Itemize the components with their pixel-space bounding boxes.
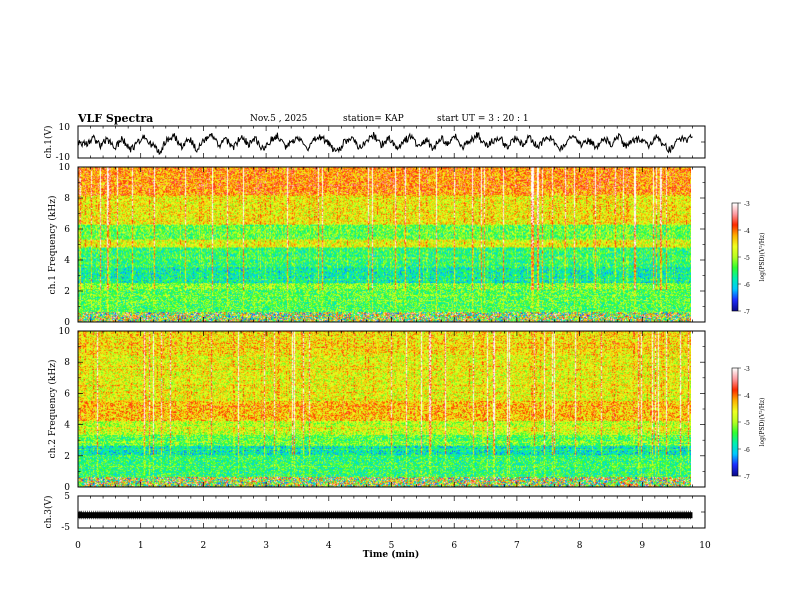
colorbar-tick-label: -7 <box>744 309 750 316</box>
colorbar-tick-label: -3 <box>744 366 750 373</box>
x-tick-label: 10 <box>699 541 711 551</box>
freq-tick-label: 2 <box>64 452 70 462</box>
ch3-waveform-ylabel: ch.3(V) <box>43 496 54 529</box>
x-tick-label: 4 <box>326 541 332 551</box>
figure-title: VLF Spectra <box>78 112 154 125</box>
ch1-spectrogram-panel <box>78 167 691 322</box>
freq-tick-label: 8 <box>64 358 70 368</box>
ch1-waveform-line <box>77 131 693 155</box>
ch2-spectrogram-ylabel: ch.2 Frequency (kHz) <box>47 360 58 459</box>
colorbar-tick-label: -7 <box>744 474 750 481</box>
ch3-waveform-ytick-top: 5 <box>64 492 70 502</box>
x-tick-label: 2 <box>201 541 207 551</box>
colorbar-tick-label: -6 <box>744 282 750 289</box>
ch1-colorbar-image <box>732 203 738 311</box>
ch2-spectrogram-panel <box>78 331 691 487</box>
start-time-label: start UT = 3 : 20 : 1 <box>437 114 529 124</box>
station-label: station= KAP <box>343 114 404 124</box>
x-tick-label: 8 <box>577 541 583 551</box>
ch2-spectrogram-image <box>78 331 691 487</box>
colorbar-tick-label: -3 <box>744 201 750 208</box>
x-tick-label: 9 <box>639 541 645 551</box>
freq-tick-label: 8 <box>64 194 70 204</box>
ch1-waveform-ytick-top: 10 <box>59 123 71 133</box>
freq-tick-label: 10 <box>59 327 71 337</box>
colorbar-tick-label: -4 <box>744 393 750 400</box>
ch1-colorbar-label: log(PSD)(V²/Hz) <box>759 233 766 282</box>
ch1-colorbar <box>731 202 739 312</box>
freq-tick-label: 0 <box>64 483 70 493</box>
x-tick-label: 5 <box>389 541 395 551</box>
ch2-colorbar <box>731 367 739 477</box>
colorbar-tick-label: -6 <box>744 447 750 454</box>
freq-tick-label: 10 <box>59 163 71 173</box>
ch1-spectrogram-image <box>78 167 691 322</box>
freq-tick-label: 4 <box>64 256 70 266</box>
ch1-spectrogram-ylabel: ch.1 Frequency (kHz) <box>47 196 58 295</box>
freq-tick-label: 6 <box>64 389 70 399</box>
freq-tick-label: 0 <box>64 318 70 328</box>
x-axis-label: Time (min) <box>363 549 420 560</box>
ch1-waveform-ylabel: ch.1(V) <box>43 126 54 159</box>
ch2-colorbar-image <box>732 368 738 476</box>
x-tick-label: 1 <box>138 541 144 551</box>
x-tick-label: 3 <box>263 541 269 551</box>
colorbar-tick-label: -5 <box>744 255 750 262</box>
freq-tick-label: 4 <box>64 421 70 431</box>
ch3-waveform-jitter <box>77 510 691 520</box>
freq-tick-label: 6 <box>64 225 70 235</box>
colorbar-tick-label: -4 <box>744 228 750 235</box>
freq-tick-label: 2 <box>64 287 70 297</box>
x-tick-label: 0 <box>75 541 81 551</box>
x-tick-label: 6 <box>451 541 457 551</box>
ch1-waveform-ytick-bottom: -10 <box>56 153 71 163</box>
x-tick-label: 7 <box>514 541 520 551</box>
ch3-waveform-ytick-bottom: -5 <box>61 523 70 533</box>
ch2-colorbar-label: log(PSD)(V²/Hz) <box>759 398 766 447</box>
colorbar-tick-label: -5 <box>744 420 750 427</box>
figure-date: Nov.5 , 2025 <box>250 114 308 124</box>
